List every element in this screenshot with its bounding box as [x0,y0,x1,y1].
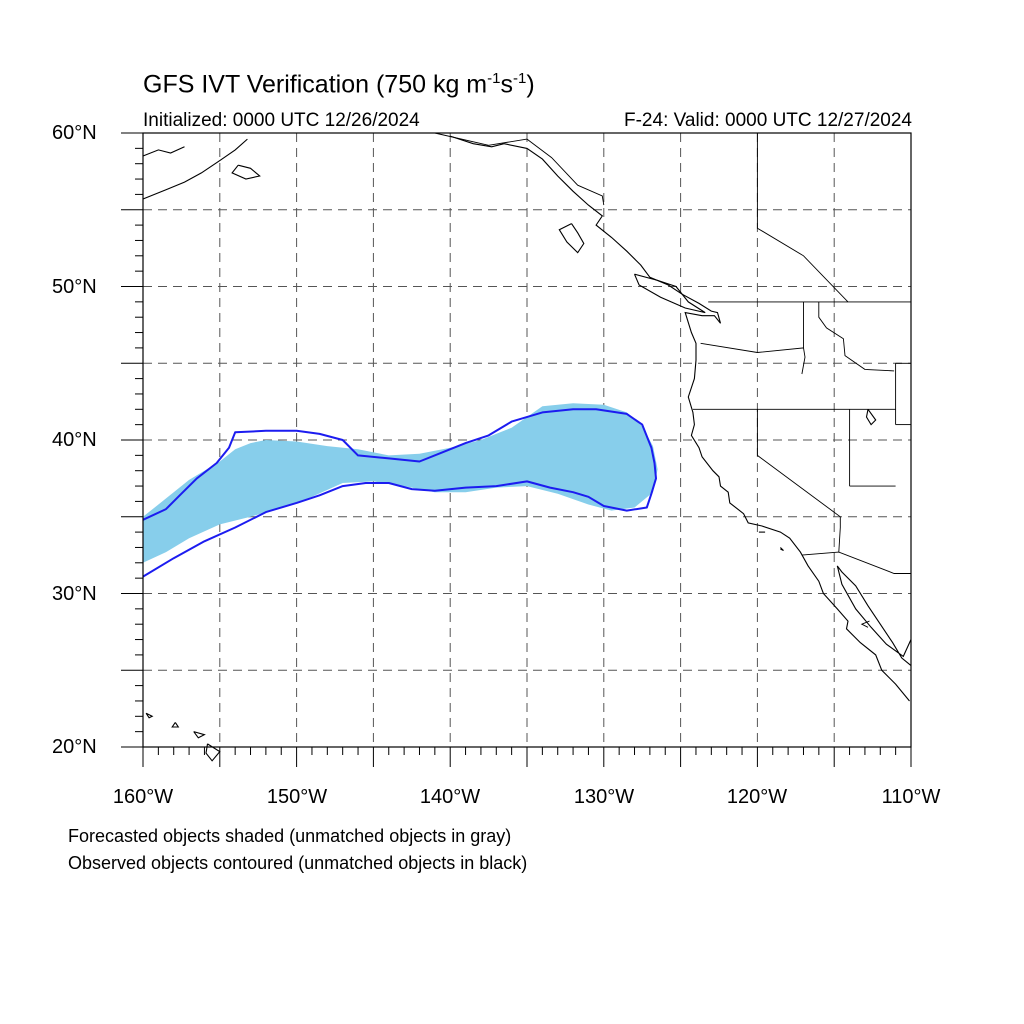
coastline [558,223,585,254]
border-line [434,132,605,206]
coastline [633,273,706,314]
coastline [205,743,221,762]
observed-note: Observed objects contoured (unmatched ob… [68,853,528,873]
coastline [193,731,206,739]
coastline [231,164,261,180]
coastline [142,146,185,157]
plot-frame [121,132,912,767]
lon-label-160w: 160°W [112,786,174,808]
coastline [171,722,180,728]
border-line [801,551,911,574]
coastline [450,135,505,148]
lon-label-110w: 110°W [881,786,941,808]
coastline [865,408,877,426]
lon-label-150w: 150°W [266,786,328,808]
border-line [756,409,841,553]
lon-label-120w: 120°W [726,786,788,808]
forecast-object [143,403,658,563]
border-line [860,620,870,628]
coastline [145,712,154,719]
forecast-object-shaded [143,403,658,563]
lat-label-60n: 60°N [52,122,97,144]
valid-time: F-24: Valid: 0000 UTC 12/27/2024 [624,110,912,131]
lat-label-30n: 30°N [52,583,97,605]
lon-label-130w: 130°W [573,786,635,808]
observed-object-contour [142,408,657,578]
coastline [836,565,912,667]
border-line [818,301,895,372]
border-line [756,133,849,303]
lat-label-40n: 40°N [52,429,97,451]
coastlines-borders [142,132,912,762]
initialized-time: Initialized: 0000 UTC 12/26/2024 [143,110,420,131]
forecast-note: Forecasted objects shaded (unmatched obj… [68,826,512,846]
coastline [780,547,784,551]
border-line [700,342,806,375]
lat-label-50n: 50°N [52,276,97,298]
lon-label-140w: 140°W [419,786,481,808]
coastline [142,138,248,200]
lat-label-20n: 20°N [52,736,97,758]
observed-contour [142,408,657,578]
coastline [503,143,910,702]
chart-title: GFS IVT Verification (750 kg m-1s-1) [143,70,535,99]
